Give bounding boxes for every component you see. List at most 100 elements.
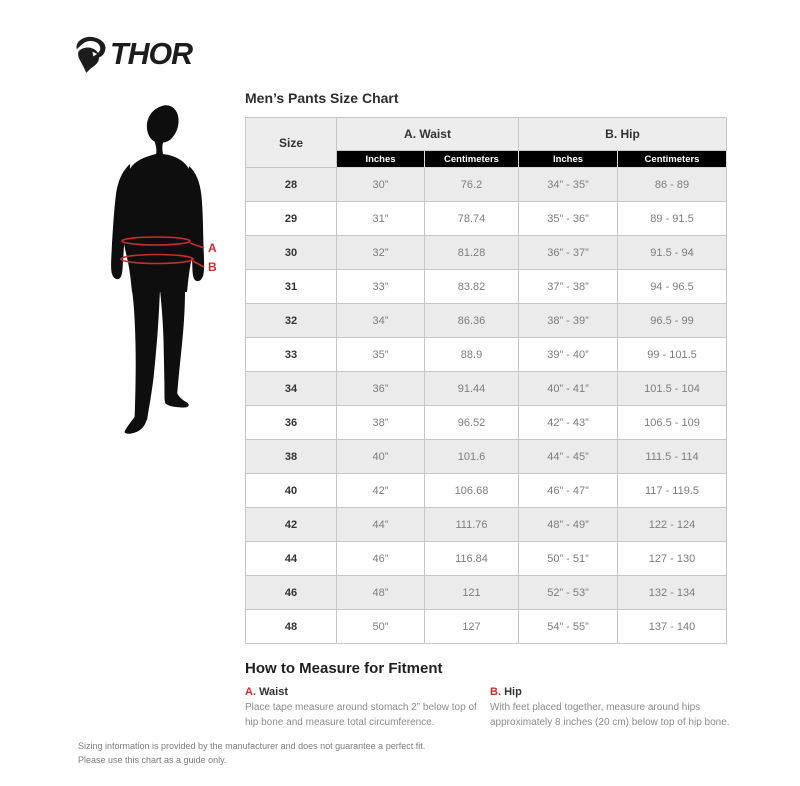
hip-cm-cell: 96.5 - 99 bbox=[616, 303, 728, 338]
measure-item-title: B. Hip bbox=[490, 686, 732, 698]
table-row: 46 48” 121 52” - 53” 132 - 134 bbox=[245, 575, 728, 610]
hip-cm-cell: 117 - 119.5 bbox=[616, 473, 728, 508]
hip-cm-cell: 91.5 - 94 bbox=[616, 235, 728, 270]
hip-in-cell: 38” - 39” bbox=[518, 303, 618, 338]
page-title: Men’s Pants Size Chart bbox=[245, 90, 399, 106]
hip-cm-cell: 94 - 96.5 bbox=[616, 269, 728, 304]
waist-cm-cell: 96.52 bbox=[424, 405, 519, 440]
waist-cm-cell: 76.2 bbox=[424, 167, 519, 202]
size-cell: 30 bbox=[245, 235, 337, 270]
brand-name: THOR bbox=[110, 36, 193, 71]
table-row: 36 38” 96.52 42” - 43” 106.5 - 109 bbox=[245, 405, 728, 440]
hip-cm-cell: 137 - 140 bbox=[616, 609, 728, 644]
measure-letter-b: B. bbox=[490, 686, 501, 698]
hip-in-cell: 39” - 40” bbox=[518, 337, 618, 372]
waist-cm-cell: 91.44 bbox=[424, 371, 519, 406]
hip-in-cell: 46” - 47” bbox=[518, 473, 618, 508]
table-row: 38 40” 101.6 44” - 45” 111.5 - 114 bbox=[245, 439, 728, 474]
hip-in-cell: 42” - 43” bbox=[518, 405, 618, 440]
column-group-waist: A. Waist bbox=[336, 117, 519, 151]
size-cell: 46 bbox=[245, 575, 337, 610]
table-row: 32 34” 86.36 38” - 39” 96.5 - 99 bbox=[245, 303, 728, 338]
waist-in-cell: 31” bbox=[336, 201, 425, 236]
waist-in-cell: 46” bbox=[336, 541, 425, 576]
waist-in-cell: 42” bbox=[336, 473, 425, 508]
waist-in-cell: 48” bbox=[336, 575, 425, 610]
hip-in-cell: 40” - 41” bbox=[518, 371, 618, 406]
measure-name-hip: Hip bbox=[504, 686, 522, 698]
hip-in-cell: 50” - 51” bbox=[518, 541, 618, 576]
column-header-size: Size bbox=[245, 117, 337, 168]
hip-in-cell: 34” - 35” bbox=[518, 167, 618, 202]
size-cell: 36 bbox=[245, 405, 337, 440]
hip-in-cell: 52” - 53” bbox=[518, 575, 618, 610]
hip-cm-cell: 127 - 130 bbox=[616, 541, 728, 576]
waist-in-cell: 34” bbox=[336, 303, 425, 338]
waist-cm-cell: 121 bbox=[424, 575, 519, 610]
disclaimer-line-2: Please use this chart as a guide only. bbox=[78, 754, 227, 765]
waist-cm-cell: 83.82 bbox=[424, 269, 519, 304]
measure-item-waist: A. Waist Place tape measure around stoma… bbox=[245, 686, 487, 730]
waist-line bbox=[121, 236, 191, 246]
measurement-lines bbox=[120, 236, 205, 268]
measure-letter-a: A. bbox=[245, 686, 256, 698]
waist-cm-cell: 127 bbox=[424, 609, 519, 644]
hip-line bbox=[120, 253, 194, 265]
waist-cm-cell: 86.36 bbox=[424, 303, 519, 338]
waist-cm-cell: 88.9 bbox=[424, 337, 519, 372]
waist-cm-cell: 81.28 bbox=[424, 235, 519, 270]
table-row: 28 30” 76.2 34” - 35” 86 - 89 bbox=[245, 167, 728, 202]
table-row: 33 35” 88.9 39” - 40” 99 - 101.5 bbox=[245, 337, 728, 372]
subheader-hip-centimeters: Centimeters bbox=[616, 150, 728, 168]
size-cell: 33 bbox=[245, 337, 337, 372]
table-row: 29 31” 78.74 35” - 36” 89 - 91.5 bbox=[245, 201, 728, 236]
waist-cm-cell: 78.74 bbox=[424, 201, 519, 236]
waist-cm-cell: 101.6 bbox=[424, 439, 519, 474]
waist-label-a: A bbox=[208, 241, 217, 255]
size-cell: 34 bbox=[245, 371, 337, 406]
hip-cm-cell: 99 - 101.5 bbox=[616, 337, 728, 372]
table-row: 42 44” 111.76 48” - 49” 122 - 124 bbox=[245, 507, 728, 542]
waist-in-cell: 40” bbox=[336, 439, 425, 474]
hip-in-cell: 54” - 55” bbox=[518, 609, 618, 644]
hip-cm-cell: 111.5 - 114 bbox=[616, 439, 728, 474]
table-row: 48 50” 127 54” - 55” 137 - 140 bbox=[245, 609, 728, 644]
waist-in-cell: 50” bbox=[336, 609, 425, 644]
hip-in-cell: 37” - 38” bbox=[518, 269, 618, 304]
hip-in-cell: 35” - 36” bbox=[518, 201, 618, 236]
subheader-waist-inches: Inches bbox=[336, 150, 425, 168]
measure-name-waist: Waist bbox=[259, 686, 288, 698]
table-group-header-row: Size A. Waist B. Hip bbox=[245, 117, 728, 168]
size-cell: 44 bbox=[245, 541, 337, 576]
waist-in-cell: 30” bbox=[336, 167, 425, 202]
waist-in-cell: 44” bbox=[336, 507, 425, 542]
disclaimer-text: Sizing information is provided by the ma… bbox=[78, 740, 425, 768]
male-silhouette-figure: A B bbox=[111, 105, 217, 434]
brand-logo: THOR bbox=[74, 34, 194, 74]
measure-description-waist: Place tape measure around stomach 2” bel… bbox=[245, 702, 477, 728]
size-chart-table: Size A. Waist B. Hip Inches Centimeters … bbox=[245, 117, 728, 644]
hip-cm-cell: 101.5 - 104 bbox=[616, 371, 728, 406]
hip-cm-cell: 132 - 134 bbox=[616, 575, 728, 610]
hip-label-b: B bbox=[208, 260, 217, 274]
hip-in-cell: 36” - 37” bbox=[518, 235, 618, 270]
waist-cm-cell: 111.76 bbox=[424, 507, 519, 542]
subheader-hip-inches: Inches bbox=[518, 150, 618, 168]
size-cell: 48 bbox=[245, 609, 337, 644]
waist-cm-cell: 106.68 bbox=[424, 473, 519, 508]
hip-cm-cell: 86 - 89 bbox=[616, 167, 728, 202]
waist-in-cell: 32” bbox=[336, 235, 425, 270]
measure-section-heading: How to Measure for Fitment bbox=[245, 660, 443, 677]
hip-pointer-line bbox=[192, 260, 205, 268]
size-cell: 29 bbox=[245, 201, 337, 236]
measure-item-title: A. Waist bbox=[245, 686, 487, 698]
table-row: 30 32” 81.28 36” - 37” 91.5 - 94 bbox=[245, 235, 728, 270]
table-subheader-row: Inches Centimeters Inches Centimeters bbox=[246, 150, 728, 168]
hip-cm-cell: 89 - 91.5 bbox=[616, 201, 728, 236]
size-cell: 38 bbox=[245, 439, 337, 474]
column-group-hip: B. Hip bbox=[517, 117, 728, 151]
hip-cm-cell: 122 - 124 bbox=[616, 507, 728, 542]
hip-in-cell: 48” - 49” bbox=[518, 507, 618, 542]
table-body: 28 30” 76.2 34” - 35” 86 - 89 29 31” 78.74 35” -… bbox=[245, 167, 728, 644]
